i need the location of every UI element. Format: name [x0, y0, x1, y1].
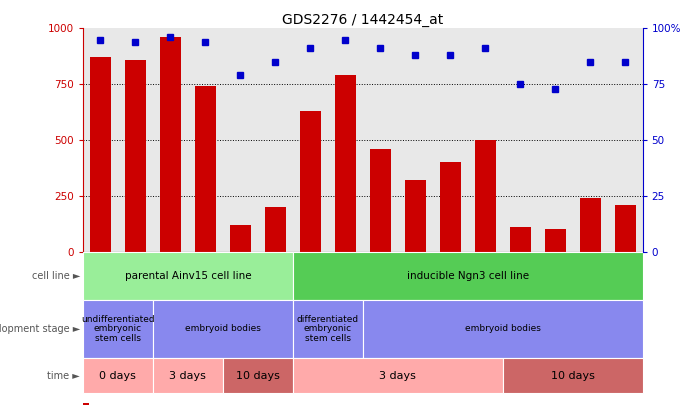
Bar [153, 300, 293, 358]
Text: time ►: time ► [48, 371, 80, 381]
Bar [293, 252, 643, 300]
Bar [293, 358, 503, 393]
Bar [223, 358, 293, 393]
Bar [300, 111, 321, 252]
Bar [510, 227, 531, 252]
Text: differentiated
embryonic
stem cells: differentiated embryonic stem cells [296, 315, 359, 343]
Bar [160, 37, 181, 252]
Bar [230, 225, 251, 252]
Bar [545, 230, 566, 252]
Text: parental Ainv15 cell line: parental Ainv15 cell line [124, 271, 251, 281]
Text: 3 days: 3 days [379, 371, 416, 381]
Bar [615, 205, 636, 252]
Bar [363, 300, 643, 358]
Bar [195, 86, 216, 252]
Text: cell line ►: cell line ► [32, 271, 80, 281]
Text: embryoid bodies: embryoid bodies [185, 324, 261, 333]
Bar [265, 207, 286, 252]
Bar [580, 198, 600, 252]
Text: 0 days: 0 days [100, 371, 136, 381]
Bar [475, 140, 495, 252]
Bar [439, 162, 461, 252]
Text: inducible Ngn3 cell line: inducible Ngn3 cell line [407, 271, 529, 281]
Bar [83, 252, 293, 300]
Bar [83, 403, 88, 405]
Text: undifferentiated
embryonic
stem cells: undifferentiated embryonic stem cells [81, 315, 155, 343]
Bar [293, 300, 363, 358]
Text: development stage ►: development stage ► [0, 324, 80, 334]
Bar [153, 358, 223, 393]
Bar [83, 358, 153, 393]
Bar [405, 180, 426, 252]
Bar [370, 149, 391, 252]
Bar [125, 60, 146, 252]
Text: 10 days: 10 days [236, 371, 280, 381]
Text: 10 days: 10 days [551, 371, 594, 381]
Bar [90, 58, 111, 252]
Text: embryoid bodies: embryoid bodies [465, 324, 540, 333]
Bar [503, 358, 643, 393]
Title: GDS2276 / 1442454_at: GDS2276 / 1442454_at [282, 13, 444, 27]
Bar [83, 300, 153, 358]
Bar [334, 75, 356, 252]
Text: 3 days: 3 days [169, 371, 207, 381]
